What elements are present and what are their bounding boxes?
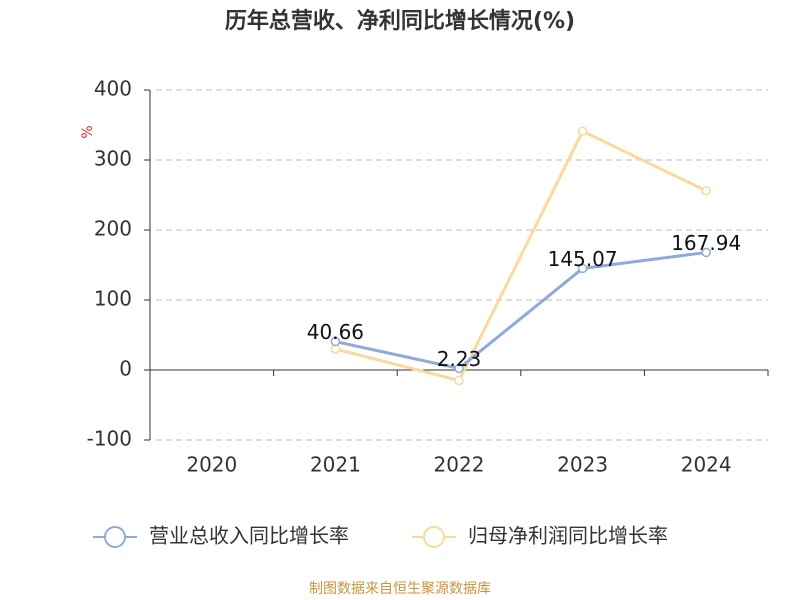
series-line bbox=[335, 129, 707, 383]
data-point bbox=[577, 263, 588, 274]
legend-swatch-marker bbox=[104, 526, 126, 548]
x-tick-label: 2022 bbox=[434, 453, 485, 477]
data-point bbox=[701, 247, 711, 258]
chart-title: 历年总营收、净利同比增长情况(%) bbox=[225, 8, 575, 34]
data-point bbox=[577, 126, 588, 137]
x-tick-label: 2021 bbox=[310, 453, 361, 477]
y-tick-label: 200 bbox=[94, 217, 132, 241]
data-point bbox=[454, 363, 464, 374]
source-note: 制图数据来自恒生聚源数据库 bbox=[309, 581, 491, 597]
x-tick-label: 2020 bbox=[186, 453, 237, 477]
data-label: 167.94 bbox=[671, 231, 741, 255]
data-label: 145.07 bbox=[548, 247, 618, 271]
y-tick-label: 0 bbox=[119, 357, 132, 381]
y-tick-label: -100 bbox=[87, 427, 132, 451]
legend-swatch-marker bbox=[423, 526, 445, 548]
data-point bbox=[454, 375, 464, 386]
y-tick-label: 100 bbox=[94, 287, 132, 311]
series-line bbox=[335, 250, 707, 371]
data-label: 2.23 bbox=[437, 347, 482, 371]
x-tick-label: 2023 bbox=[557, 453, 608, 477]
y-axis-label: % bbox=[80, 125, 96, 138]
y-tick-label: 300 bbox=[94, 147, 132, 171]
data-point bbox=[330, 336, 341, 347]
legend-label: 归母净利润同比增长率 bbox=[468, 524, 668, 548]
data-label: 40.66 bbox=[307, 320, 364, 344]
y-tick-label: 400 bbox=[94, 77, 132, 101]
legend-label: 营业总收入同比增长率 bbox=[149, 524, 349, 548]
data-point bbox=[701, 186, 711, 196]
x-tick-label: 2024 bbox=[681, 453, 732, 477]
